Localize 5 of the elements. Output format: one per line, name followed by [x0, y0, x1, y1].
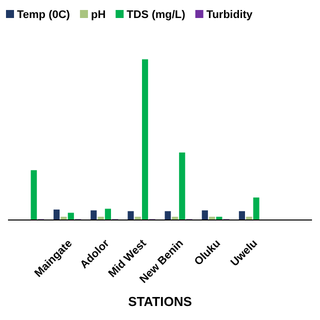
legend-label: pH — [90, 9, 106, 21]
legend-label: TDS (mg/L) — [126, 9, 186, 21]
legend-label: Temp (0C) — [17, 9, 70, 21]
x-axis-title: STATIONS — [128, 294, 192, 309]
legend-label: Turbidity — [206, 9, 254, 21]
